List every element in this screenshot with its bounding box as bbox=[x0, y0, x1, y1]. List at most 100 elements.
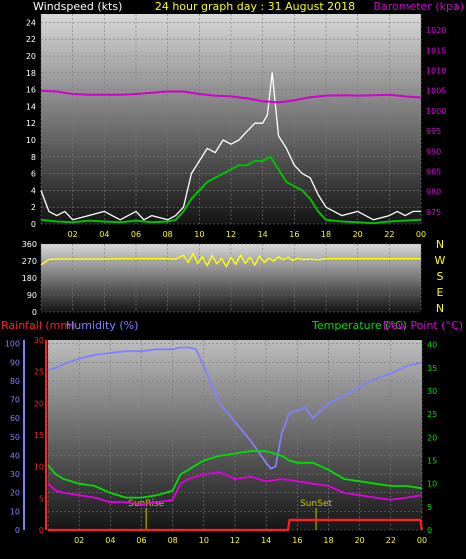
x-tick-label: 18 bbox=[321, 230, 331, 239]
direction-tick-label: 360 bbox=[22, 240, 37, 249]
humidity-tick-label: 60 bbox=[10, 414, 20, 423]
barometer-axis-label: Barometer (kpa) bbox=[373, 0, 464, 13]
temperature-tick-label: 30 bbox=[427, 387, 437, 396]
direction-gridlines bbox=[40, 243, 422, 313]
x-tick-label: 12 bbox=[230, 536, 240, 545]
series-barometer bbox=[40, 89, 422, 104]
wind-y-tick-label: 20 bbox=[26, 52, 36, 61]
climate-plot-area bbox=[48, 340, 422, 530]
wind-y-tick-label: 14 bbox=[26, 102, 36, 111]
x-tick-label: 04 bbox=[105, 536, 115, 545]
barometer-tick-label: 990 bbox=[426, 147, 441, 156]
humidity-tick-label: 90 bbox=[10, 358, 20, 367]
wind-y-tick-label: 10 bbox=[26, 136, 36, 145]
barometer-tick-label: 1015 bbox=[426, 46, 446, 55]
temperature-tick-label: 40 bbox=[427, 341, 437, 350]
compass-label: N bbox=[436, 302, 444, 315]
x-tick-label: 22 bbox=[384, 230, 394, 239]
direction-tick-label: 0 bbox=[32, 308, 37, 317]
wind-y-tick-label: 22 bbox=[26, 35, 36, 44]
barometer-tick-label: 975 bbox=[426, 208, 441, 217]
x-tick-label: 02 bbox=[74, 536, 84, 545]
rainfall-tick-label: 30 bbox=[34, 336, 44, 345]
x-tick-label: 00 bbox=[417, 536, 427, 545]
wind-y-tick-label: 24 bbox=[26, 18, 36, 27]
wind-series bbox=[40, 72, 422, 225]
temperature-tick-label: 25 bbox=[427, 410, 437, 419]
x-tick-label: 20 bbox=[353, 230, 363, 239]
wind-y-tick-label: 16 bbox=[26, 86, 36, 95]
barometer-tick-label: 995 bbox=[426, 127, 441, 136]
climate-series: SunRise SunSet bbox=[47, 346, 424, 532]
barometer-tick-label: 1005 bbox=[426, 87, 446, 96]
direction-tick-label: 180 bbox=[22, 274, 37, 283]
humidity-tick-label: 100 bbox=[5, 340, 20, 349]
rainfall-tick-label: 10 bbox=[34, 463, 44, 472]
x-tick-label: 02 bbox=[68, 230, 78, 239]
temperature-tick-label: 20 bbox=[427, 433, 437, 442]
series-humidity bbox=[47, 346, 423, 470]
x-tick-label: 12 bbox=[226, 230, 236, 239]
temperature-tick-label: 0 bbox=[427, 526, 432, 535]
wind-gridlines bbox=[40, 14, 422, 225]
dewpoint-legend: Dew Point (°C) bbox=[383, 319, 463, 332]
wind-y-tick-label: 4 bbox=[31, 186, 36, 195]
barometer-tick-label: 985 bbox=[426, 168, 441, 177]
climate-axes: 0102030405060708090100051015202530051015… bbox=[5, 336, 437, 545]
temperature-tick-label: 35 bbox=[427, 364, 437, 373]
series-dew-point bbox=[47, 471, 423, 506]
barometer-tick-label: 1000 bbox=[426, 107, 446, 116]
temperature-tick-label: 15 bbox=[427, 456, 437, 465]
x-tick-label: 06 bbox=[136, 536, 146, 545]
rainfall-legend: Rainfall (mm) bbox=[1, 319, 75, 332]
humidity-tick-label: 20 bbox=[10, 489, 20, 498]
direction-tick-label: 90 bbox=[27, 291, 37, 300]
barometer-tick-label: 1020 bbox=[426, 26, 446, 35]
barometer-tick-label: 980 bbox=[426, 188, 441, 197]
compass-label: N bbox=[436, 238, 444, 251]
humidity-tick-label: 10 bbox=[10, 507, 20, 516]
x-tick-label: 14 bbox=[258, 230, 268, 239]
humidity-legend: Humidity (%) bbox=[66, 319, 138, 332]
temperature-tick-label: 10 bbox=[427, 480, 437, 489]
humidity-tick-label: 80 bbox=[10, 377, 20, 386]
x-tick-label: 20 bbox=[355, 536, 365, 545]
x-tick-label: 08 bbox=[168, 536, 178, 545]
x-tick-label: 14 bbox=[261, 536, 271, 545]
series-average-windspeed bbox=[40, 155, 422, 225]
x-tick-label: 10 bbox=[194, 230, 204, 239]
compass-label: E bbox=[437, 286, 444, 299]
rainfall-tick-label: 25 bbox=[34, 368, 44, 377]
graph-title: 24 hour graph day : 31 August 2018 bbox=[155, 0, 355, 13]
x-tick-label: 16 bbox=[289, 230, 299, 239]
x-tick-label: 08 bbox=[163, 230, 173, 239]
wind-y-tick-label: 2 bbox=[31, 203, 36, 212]
wind-axes: 0246810121416182022249759809859909951000… bbox=[26, 18, 447, 239]
compass-label: S bbox=[437, 270, 444, 283]
direction-series bbox=[40, 252, 421, 268]
humidity-tick-label: 70 bbox=[10, 396, 20, 405]
barometer-tick-label: 1010 bbox=[426, 67, 446, 76]
wind-y-tick-label: 18 bbox=[26, 69, 36, 78]
series-temperature bbox=[47, 450, 423, 499]
rainfall-tick-label: 5 bbox=[39, 494, 44, 503]
humidity-tick-label: 50 bbox=[10, 433, 20, 442]
humidity-tick-label: 0 bbox=[15, 526, 20, 535]
rainfall-tick-label: 20 bbox=[34, 399, 44, 408]
x-tick-label: 10 bbox=[199, 536, 209, 545]
x-tick-label: 00 bbox=[416, 230, 426, 239]
wind-y-tick-label: 12 bbox=[26, 119, 36, 128]
x-tick-label: 16 bbox=[292, 536, 302, 545]
x-tick-label: 04 bbox=[99, 230, 109, 239]
x-tick-label: 18 bbox=[323, 536, 333, 545]
rainfall-tick-label: 15 bbox=[34, 431, 44, 440]
humidity-tick-label: 30 bbox=[10, 470, 20, 479]
wind-y-tick-label: 0 bbox=[31, 220, 36, 229]
series-windspeed bbox=[40, 72, 421, 221]
rainfall-tick-label: 0 bbox=[39, 526, 44, 535]
compass-label: W bbox=[435, 254, 446, 267]
wind-y-tick-label: 6 bbox=[31, 170, 36, 179]
